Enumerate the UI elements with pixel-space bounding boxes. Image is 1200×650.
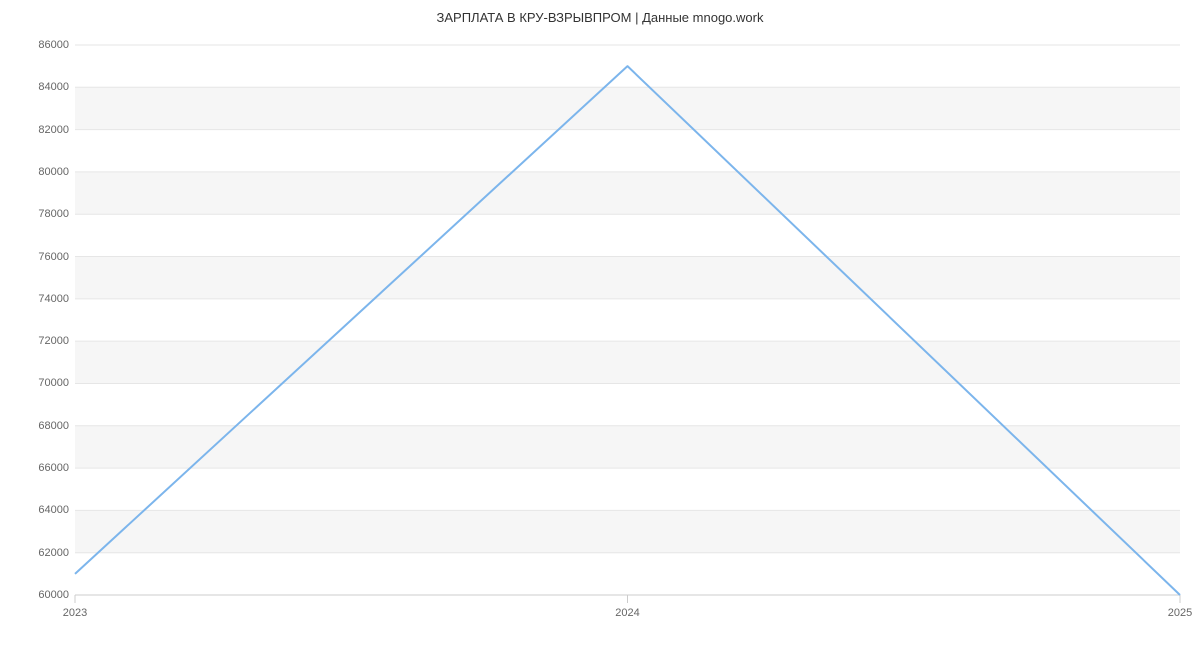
x-tick-label: 2025 <box>1168 607 1192 619</box>
x-tick-label: 2024 <box>615 607 639 619</box>
chart-svg <box>0 0 1200 650</box>
y-tick-label: 66000 <box>38 462 69 474</box>
y-tick-label: 70000 <box>38 377 69 389</box>
y-tick-label: 64000 <box>38 504 69 516</box>
y-tick-label: 80000 <box>38 166 69 178</box>
y-tick-label: 84000 <box>38 81 69 93</box>
chart-container: ЗАРПЛАТА В КРУ-ВЗРЫВПРОМ | Данные mnogo.… <box>0 0 1200 650</box>
y-tick-label: 86000 <box>38 39 69 51</box>
y-tick-label: 82000 <box>38 124 69 136</box>
y-tick-label: 72000 <box>38 335 69 347</box>
y-tick-label: 74000 <box>38 293 69 305</box>
y-tick-label: 68000 <box>38 420 69 432</box>
y-tick-label: 62000 <box>38 547 69 559</box>
y-tick-label: 78000 <box>38 208 69 220</box>
y-tick-label: 60000 <box>38 589 69 601</box>
x-tick-label: 2023 <box>63 607 87 619</box>
y-tick-label: 76000 <box>38 251 69 263</box>
